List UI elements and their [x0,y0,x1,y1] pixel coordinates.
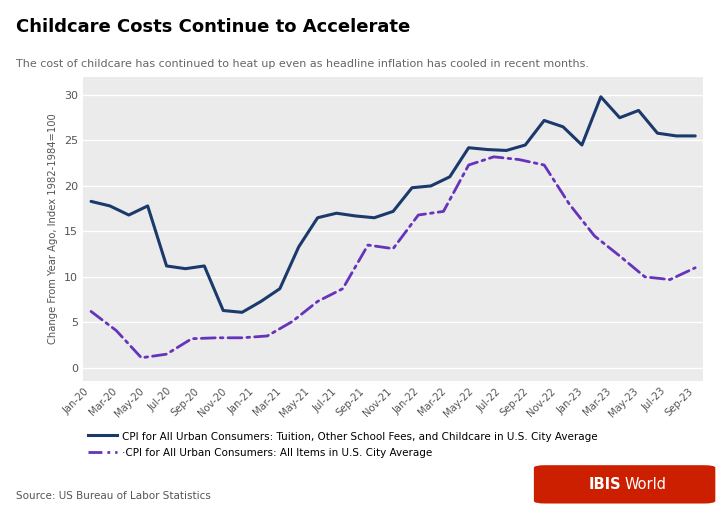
Text: World: World [625,477,667,492]
Text: Source: US Bureau of Labor Statistics: Source: US Bureau of Labor Statistics [16,490,211,501]
Text: The cost of childcare has continued to heat up even as headline inflation has co: The cost of childcare has continued to h… [16,59,589,69]
Text: IBIS: IBIS [589,477,621,492]
Text: Childcare Costs Continue to Accelerate: Childcare Costs Continue to Accelerate [16,18,410,36]
Y-axis label: Change From Year Ago, Index 1982-1984=100: Change From Year Ago, Index 1982-1984=10… [48,114,58,345]
FancyBboxPatch shape [534,465,716,503]
Legend: CPI for All Urban Consumers: Tuition, Other School Fees, and Childcare in U.S. C: CPI for All Urban Consumers: Tuition, Ot… [88,431,598,458]
